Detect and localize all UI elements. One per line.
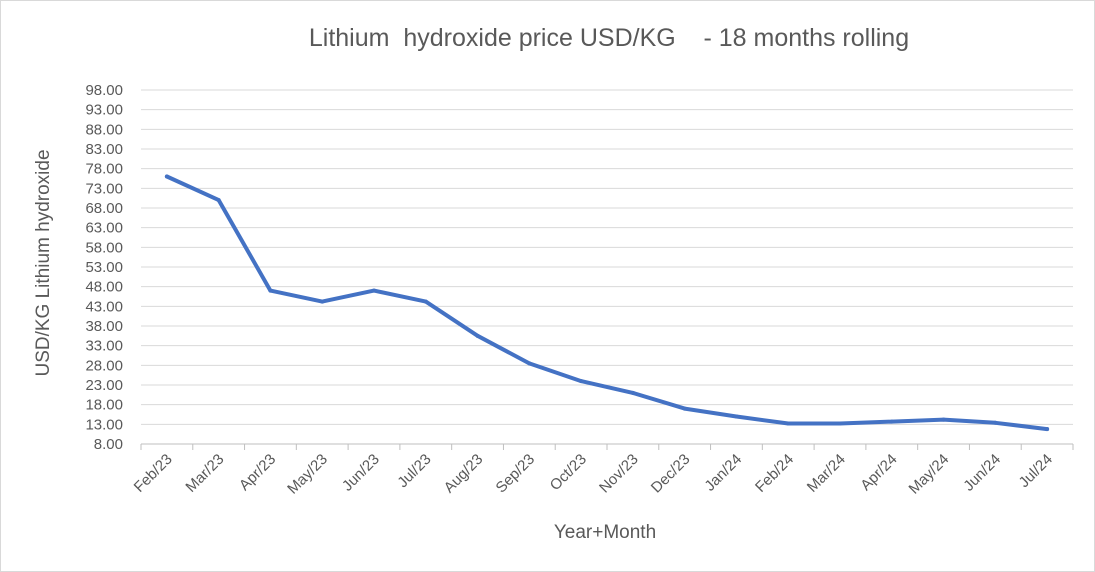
data-point	[993, 420, 998, 425]
y-tick-label: 83.00	[85, 141, 123, 158]
gridlines	[141, 89, 1073, 445]
series-line	[164, 174, 1050, 432]
y-tick-label: 28.00	[85, 357, 123, 374]
data-point	[475, 333, 480, 338]
data-point	[941, 417, 946, 422]
data-point	[216, 198, 221, 203]
data-point	[682, 406, 687, 411]
chart-title: Lithium hydroxide price USD/KG - 18 mont…	[309, 24, 909, 52]
data-point	[889, 419, 894, 424]
data-point	[164, 174, 169, 179]
data-point	[734, 414, 739, 419]
x-tick-label: Feb/24	[752, 451, 797, 496]
x-tick-label: Jan/24	[701, 451, 745, 495]
data-point	[372, 288, 376, 293]
y-tick-label: 78.00	[85, 161, 123, 178]
y-tick-label: 53.00	[85, 259, 123, 276]
y-tick-label: 38.00	[85, 318, 123, 335]
data-point	[527, 361, 532, 366]
y-tick-label: 63.00	[85, 220, 123, 237]
y-axis-title: USD/KG Lithium hydroxide	[33, 149, 54, 376]
x-tick-label: May/24	[906, 451, 953, 498]
y-tick-label: 73.00	[85, 180, 123, 197]
x-tick-label: Jul/24	[1016, 451, 1056, 491]
y-tick-label: 58.00	[85, 239, 123, 256]
y-tick-label: 93.00	[85, 102, 123, 119]
x-tick-label: Apr/23	[236, 451, 279, 494]
x-tick-label: Dec/23	[648, 451, 694, 497]
y-axis-ticks: 8.00 13.00 18.00 23.00 28.00 33.00 38.00 43.00 4…	[85, 82, 123, 453]
x-tick-label: Sep/23	[493, 451, 539, 497]
y-tick-label: 33.00	[85, 338, 123, 355]
y-tick-label: 13.00	[85, 416, 123, 433]
x-tick-label: Feb/23	[131, 451, 176, 496]
x-tick-label: Mar/23	[182, 451, 227, 496]
y-tick-label: 68.00	[85, 200, 123, 217]
x-axis-title: Year+Month	[554, 522, 656, 543]
data-point	[268, 288, 273, 293]
data-point	[579, 379, 584, 384]
y-tick-label: 88.00	[85, 121, 123, 138]
y-tick-label: 18.00	[85, 397, 123, 414]
data-point	[1045, 427, 1050, 432]
data-point	[423, 299, 428, 304]
y-tick-label: 98.00	[85, 82, 123, 99]
data-point	[786, 421, 791, 426]
x-tick-label: Jul/23	[394, 451, 434, 491]
x-tick-label: Oct/23	[547, 451, 590, 494]
x-tick-label: Mar/24	[804, 451, 849, 496]
y-tick-label: 8.00	[94, 436, 123, 453]
x-tick-label: Jun/24	[960, 451, 1004, 495]
data-point	[630, 390, 635, 395]
x-tick-label: Aug/23	[441, 451, 487, 497]
data-point	[320, 299, 325, 304]
x-tick-label: Jun/23	[339, 451, 383, 495]
y-tick-label: 23.00	[85, 377, 123, 394]
x-tick-label: Apr/24	[857, 451, 900, 494]
x-tick-label: May/23	[284, 451, 331, 498]
series-layer	[164, 174, 1050, 432]
data-point	[838, 421, 842, 426]
y-tick-label: 48.00	[85, 279, 123, 296]
x-axis-ticks: Feb/23 Mar/23 Apr/23 May/23 Jun/23 Jul/23 Aug/…	[131, 444, 1074, 498]
x-tick-label: Nov/23	[596, 451, 642, 497]
y-tick-label: 43.00	[85, 298, 123, 315]
